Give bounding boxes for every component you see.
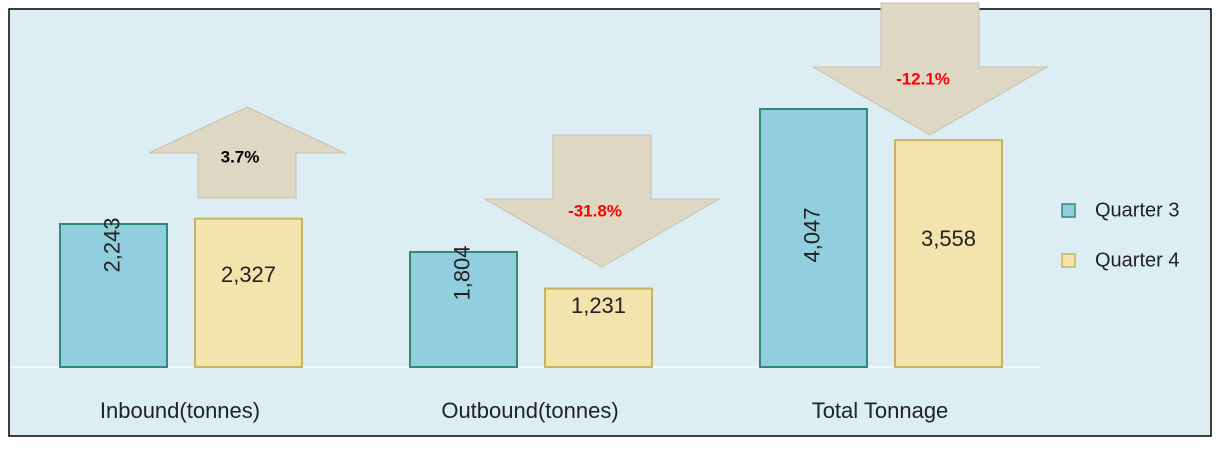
change-arrow — [483, 134, 721, 268]
legend-label: Quarter 3 — [1095, 199, 1179, 221]
change-arrow — [148, 106, 346, 199]
bar — [759, 108, 868, 368]
x-tick-label: Inbound(tonnes) — [100, 398, 260, 423]
legend-label: Quarter 4 — [1095, 249, 1179, 271]
change-label: 3.7% — [221, 147, 260, 166]
value-label: 2,243 — [99, 217, 124, 272]
value-label: 4,047 — [799, 207, 824, 262]
value-label: 1,231 — [571, 293, 626, 318]
change-label: -12.1% — [896, 69, 950, 88]
legend-swatch — [1061, 253, 1076, 268]
bar — [894, 139, 1003, 368]
value-label: 2,327 — [221, 262, 276, 287]
x-tick-label: Total Tonnage — [812, 398, 949, 423]
change-label: -31.8% — [568, 201, 622, 220]
x-tick-label: Outbound(tonnes) — [441, 398, 618, 423]
change-arrow — [811, 2, 1049, 136]
bar — [544, 287, 653, 369]
bar — [194, 217, 303, 368]
bar — [409, 250, 518, 368]
value-label: 1,804 — [449, 245, 474, 300]
value-label: 3,558 — [921, 226, 976, 251]
bar — [59, 223, 168, 368]
legend-swatch — [1061, 203, 1076, 218]
